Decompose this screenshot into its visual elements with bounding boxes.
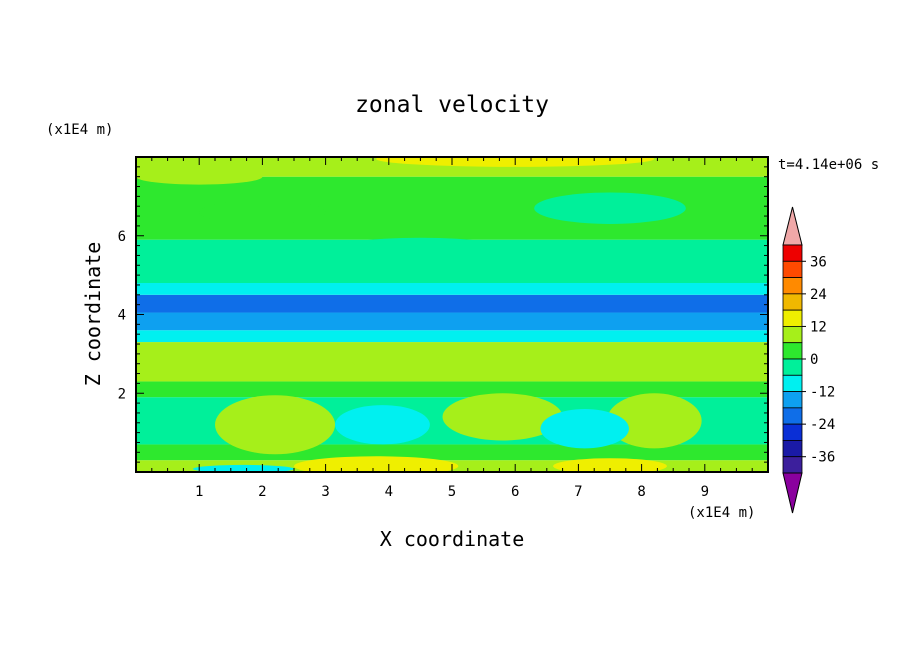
field-band-3 <box>136 381 768 398</box>
colorbar: -36 -24 -12 0 12 24 36 <box>782 206 835 514</box>
x-tick-label: 9 <box>701 484 709 500</box>
field-blob-3 <box>335 405 430 445</box>
colorbar-tick-label: 36 <box>810 254 827 270</box>
field-blob-0 <box>215 395 336 455</box>
x-axis: 1 2 3 4 5 6 7 8 9 <box>135 157 769 500</box>
colorbar-tick-label: -36 <box>810 450 835 466</box>
colorbar-segment <box>782 423 803 441</box>
field-blob-4 <box>540 409 629 449</box>
field-blob-7 <box>192 464 294 472</box>
y-tick-label: 4 <box>118 308 126 324</box>
field-blob-10 <box>136 168 263 185</box>
x-tick-label: 4 <box>385 484 393 500</box>
colorbar-segment <box>782 260 803 278</box>
colorbar-tick-label: 12 <box>810 319 827 335</box>
colorbar-segment <box>782 374 803 392</box>
colorbar-segment <box>782 358 803 376</box>
chart-title: zonal velocity <box>355 92 549 118</box>
x-tick-label: 8 <box>637 484 645 500</box>
colorbar-segment <box>782 293 803 311</box>
y-unit-label: (x1E4 m) <box>46 122 113 138</box>
y-axis: 2 4 6 <box>118 156 768 473</box>
field-blob-2 <box>606 393 702 449</box>
colorbar-segment <box>782 309 803 327</box>
colorbar-tick-label: 24 <box>810 287 827 303</box>
colorbar-tick-label: 0 <box>810 352 818 368</box>
field-blob-5 <box>294 456 459 472</box>
field-band-4 <box>136 342 768 382</box>
colorbar-segment <box>782 342 803 360</box>
x-tick-label: 5 <box>448 484 456 500</box>
x-tick-label: 2 <box>258 484 266 500</box>
x-tick-label: 7 <box>574 484 582 500</box>
field-blob-11 <box>325 237 516 266</box>
x-tick-label: 1 <box>195 484 203 500</box>
x-axis-label: X coordinate <box>380 527 525 551</box>
field-blob-8 <box>350 347 440 372</box>
field-blob-1 <box>442 393 563 441</box>
colorbar-segment <box>782 391 803 409</box>
x-unit-label: (x1E4 m) <box>688 505 755 521</box>
field-band-8 <box>136 283 768 295</box>
colorbar-segment <box>782 326 803 344</box>
velocity-field <box>136 157 768 472</box>
colorbar-segment <box>782 456 803 474</box>
colorbar-segment <box>782 244 803 262</box>
colorbar-segment <box>782 277 803 295</box>
x-tick-label: 6 <box>511 484 519 500</box>
colorbar-segment <box>782 440 803 458</box>
field-blob-13 <box>199 200 326 224</box>
colorbar-segment <box>782 407 803 425</box>
y-axis-label: Z coordinate <box>81 242 105 387</box>
field-band-7 <box>136 294 768 313</box>
colorbar-tick-label: -24 <box>810 417 835 433</box>
field-blob-12 <box>534 192 686 224</box>
colorbar-tick-label: -12 <box>810 385 835 401</box>
time-label: t=4.14e+06 s <box>778 157 879 173</box>
y-tick-label: 2 <box>118 386 126 402</box>
field-band-5 <box>136 330 768 343</box>
field-blob-6 <box>553 458 667 472</box>
x-tick-label: 3 <box>321 484 329 500</box>
y-tick-label: 6 <box>118 229 126 245</box>
field-band-1 <box>136 444 768 461</box>
colorbar-under-triangle <box>782 472 803 514</box>
field-band-6 <box>136 312 768 331</box>
colorbar-over-triangle <box>782 206 803 246</box>
